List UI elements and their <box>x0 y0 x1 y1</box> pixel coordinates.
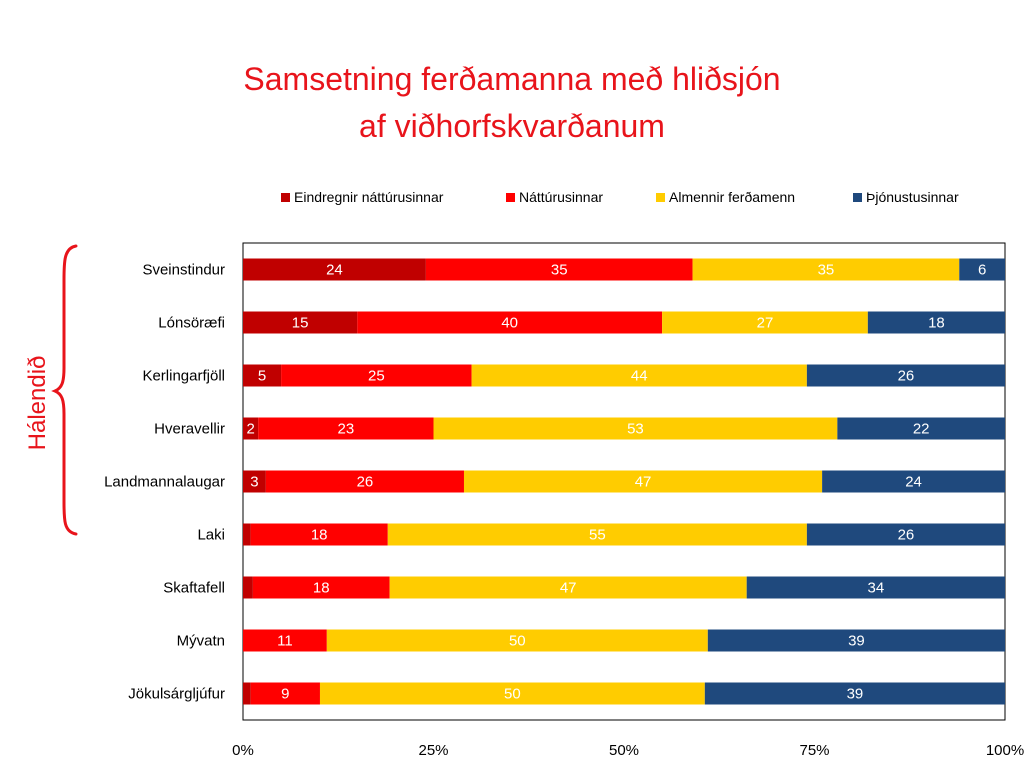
bar-segment <box>326 629 708 652</box>
bar-segment <box>704 682 1005 705</box>
data-label: 26 <box>898 368 915 385</box>
legend-label: Almennir ferðamenn <box>669 189 795 205</box>
data-label: 50 <box>504 686 521 703</box>
data-label: 26 <box>898 527 915 544</box>
legend-label: Þjónustusinnar <box>866 189 959 205</box>
x-tick-label: 75% <box>799 742 829 759</box>
data-label: 11 <box>277 633 293 650</box>
data-label: 22 <box>913 421 930 438</box>
bar-segment <box>806 364 1005 387</box>
category-label: Lónsöræfi <box>158 315 225 332</box>
legend: Eindregnir náttúrusinnar Náttúrusinnar Alm… <box>281 189 959 205</box>
x-tick-label: 100% <box>986 742 1024 759</box>
bar-segment <box>387 523 807 546</box>
data-label: 2 <box>246 421 254 438</box>
bar-segment <box>250 523 388 546</box>
data-label: 15 <box>292 315 309 332</box>
bar-segment <box>243 470 266 493</box>
data-label: 39 <box>848 633 865 650</box>
data-label: 53 <box>627 421 644 438</box>
data-label: 35 <box>551 262 568 279</box>
bar-segment <box>707 629 1005 652</box>
bar-segment <box>471 364 807 387</box>
data-label: 24 <box>326 262 343 279</box>
category-label: Landmannalaugar <box>104 474 225 491</box>
bar-segment <box>433 417 838 440</box>
legend-swatch <box>506 193 515 202</box>
bar-segment <box>243 364 282 387</box>
bar-segment <box>692 258 960 281</box>
x-tick-label: 25% <box>418 742 448 759</box>
bar-segment <box>243 576 253 599</box>
bar-segment <box>281 364 472 387</box>
bar-segment <box>806 523 1005 546</box>
category-label: Skaftafell <box>163 580 225 597</box>
brace-shape <box>51 244 78 536</box>
bracket-label: Hálendið <box>24 356 51 451</box>
data-label: 40 <box>501 315 518 332</box>
bar-segment <box>746 576 1005 599</box>
category-label: Sveinstindur <box>142 262 225 279</box>
bar-segment <box>425 258 693 281</box>
category-label: Hveravellir <box>154 421 225 438</box>
bar-segment <box>243 629 327 652</box>
data-label: 27 <box>757 315 774 332</box>
bar-segment <box>959 258 1005 281</box>
x-tick-label: 0% <box>232 742 254 759</box>
data-label: 26 <box>357 474 374 491</box>
data-label: 23 <box>338 421 355 438</box>
category-label: Mývatn <box>177 633 225 650</box>
data-label: 47 <box>560 580 577 597</box>
bar-segment <box>463 470 823 493</box>
bar-segment <box>389 576 747 599</box>
data-label: 18 <box>313 580 330 597</box>
data-label: 9 <box>281 686 289 703</box>
data-label: 39 <box>847 686 864 703</box>
data-label: 35 <box>818 262 835 279</box>
data-label: 5 <box>258 368 266 385</box>
bar-segment <box>243 311 358 334</box>
data-label: 44 <box>631 368 648 385</box>
bar-segment <box>243 258 426 281</box>
data-label: 6 <box>978 262 986 279</box>
category-label: Kerlingarfjöll <box>142 368 225 385</box>
legend-swatch <box>853 193 862 202</box>
bar-segment <box>867 311 1005 334</box>
data-label: 55 <box>589 527 606 544</box>
bar-segment <box>243 682 251 705</box>
chart-title-line: Samsetning ferðamanna með hliðsjón <box>243 61 780 97</box>
highlands-bracket: Hálendið <box>24 244 78 536</box>
bar-segment <box>319 682 705 705</box>
bar-segment <box>252 576 390 599</box>
data-label: 47 <box>635 474 652 491</box>
category-label: Laki <box>197 527 225 544</box>
bar-segment <box>837 417 1005 440</box>
data-label: 3 <box>250 474 258 491</box>
legend-label: Eindregnir náttúrusinnar <box>294 189 444 205</box>
data-label: 18 <box>928 315 945 332</box>
bar-segment <box>822 470 1005 493</box>
bar-segment <box>357 311 663 334</box>
bar-segment <box>258 417 434 440</box>
chart-title: Samsetning ferðamanna með hliðsjón af við… <box>243 61 780 144</box>
data-label: 50 <box>509 633 526 650</box>
bar-segment <box>243 523 251 546</box>
bar-segment <box>250 682 320 705</box>
data-label: 25 <box>368 368 385 385</box>
legend-swatch <box>281 193 290 202</box>
category-label: Jökulsárgljúfur <box>128 686 225 703</box>
data-label: 18 <box>311 527 328 544</box>
data-label: 24 <box>905 474 922 491</box>
legend-label: Náttúrusinnar <box>519 189 603 205</box>
data-label: 34 <box>868 580 885 597</box>
bar-segment <box>662 311 868 334</box>
bar-segment <box>243 417 259 440</box>
chart-title-line: af viðhorfskvarðanum <box>359 108 665 144</box>
bar-segment <box>265 470 464 493</box>
legend-swatch <box>656 193 665 202</box>
x-tick-label: 50% <box>609 742 639 759</box>
